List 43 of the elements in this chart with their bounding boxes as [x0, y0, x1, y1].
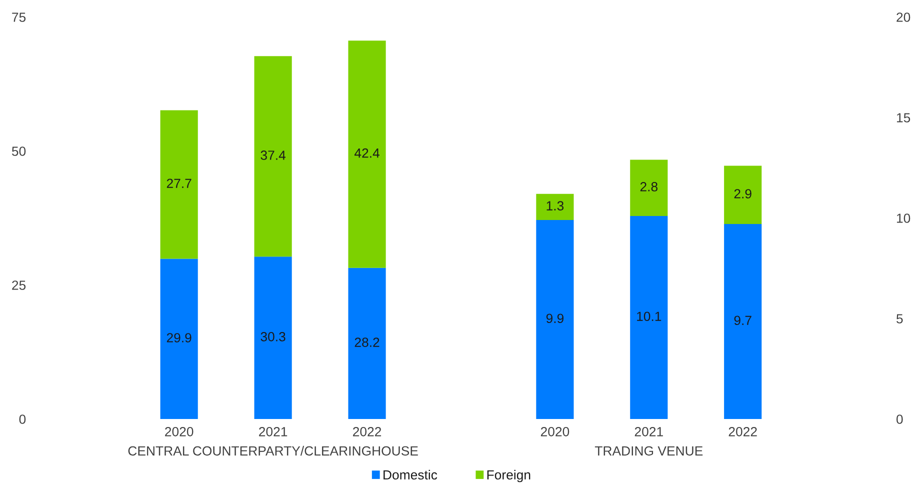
y2-tick-label: 5	[896, 314, 903, 324]
bar	[536, 220, 574, 419]
x-tick-label: 2020	[540, 426, 570, 436]
data-label: 2.8	[640, 182, 658, 192]
bar	[536, 194, 574, 220]
x-axis-title: CENTRAL COUNTERPARTY/CLEARINGHOUSE	[128, 446, 418, 456]
y-tick-label: 25	[12, 280, 26, 290]
x-axis-title: TRADING VENUE	[594, 446, 703, 456]
y-tick-label: 50	[12, 146, 26, 156]
y2-tick-label: 10	[896, 214, 910, 223]
bar	[254, 256, 292, 419]
bar	[724, 224, 762, 419]
bar	[630, 216, 668, 419]
y2-tick-label: 15	[896, 113, 910, 122]
x-tick-label: 2021	[259, 426, 288, 436]
legend-label: Domestic	[384, 470, 438, 480]
data-label: 42.4	[354, 148, 380, 158]
bar	[724, 166, 762, 224]
y-tick-label: 0	[19, 414, 26, 424]
bar	[254, 56, 292, 257]
x-tick-label: 2020	[165, 426, 194, 436]
bar	[348, 268, 386, 419]
data-label: 9.9	[546, 314, 564, 324]
data-label: 1.3	[546, 201, 564, 210]
y2-tick-label: 0	[896, 414, 903, 424]
data-label: 27.7	[166, 178, 192, 188]
y2-tick-label: 20	[896, 12, 910, 22]
data-label: 30.3	[260, 332, 286, 342]
bar	[160, 110, 198, 259]
data-label: 2.9	[734, 189, 752, 198]
data-label: 28.2	[354, 338, 380, 347]
bar	[348, 40, 386, 268]
legend-label: Foreign	[487, 470, 530, 482]
data-label: 9.7	[734, 316, 752, 326]
data-label: 37.4	[260, 150, 286, 160]
data-label: 29.9	[166, 333, 192, 342]
data-label: 10.1	[637, 312, 662, 322]
x-tick-label: 2021	[634, 426, 663, 436]
bar	[630, 160, 668, 216]
bar	[160, 258, 198, 419]
x-tick-label: 2022	[353, 426, 382, 436]
y-tick-label: 75	[12, 12, 26, 22]
x-tick-label: 2022	[728, 426, 757, 436]
